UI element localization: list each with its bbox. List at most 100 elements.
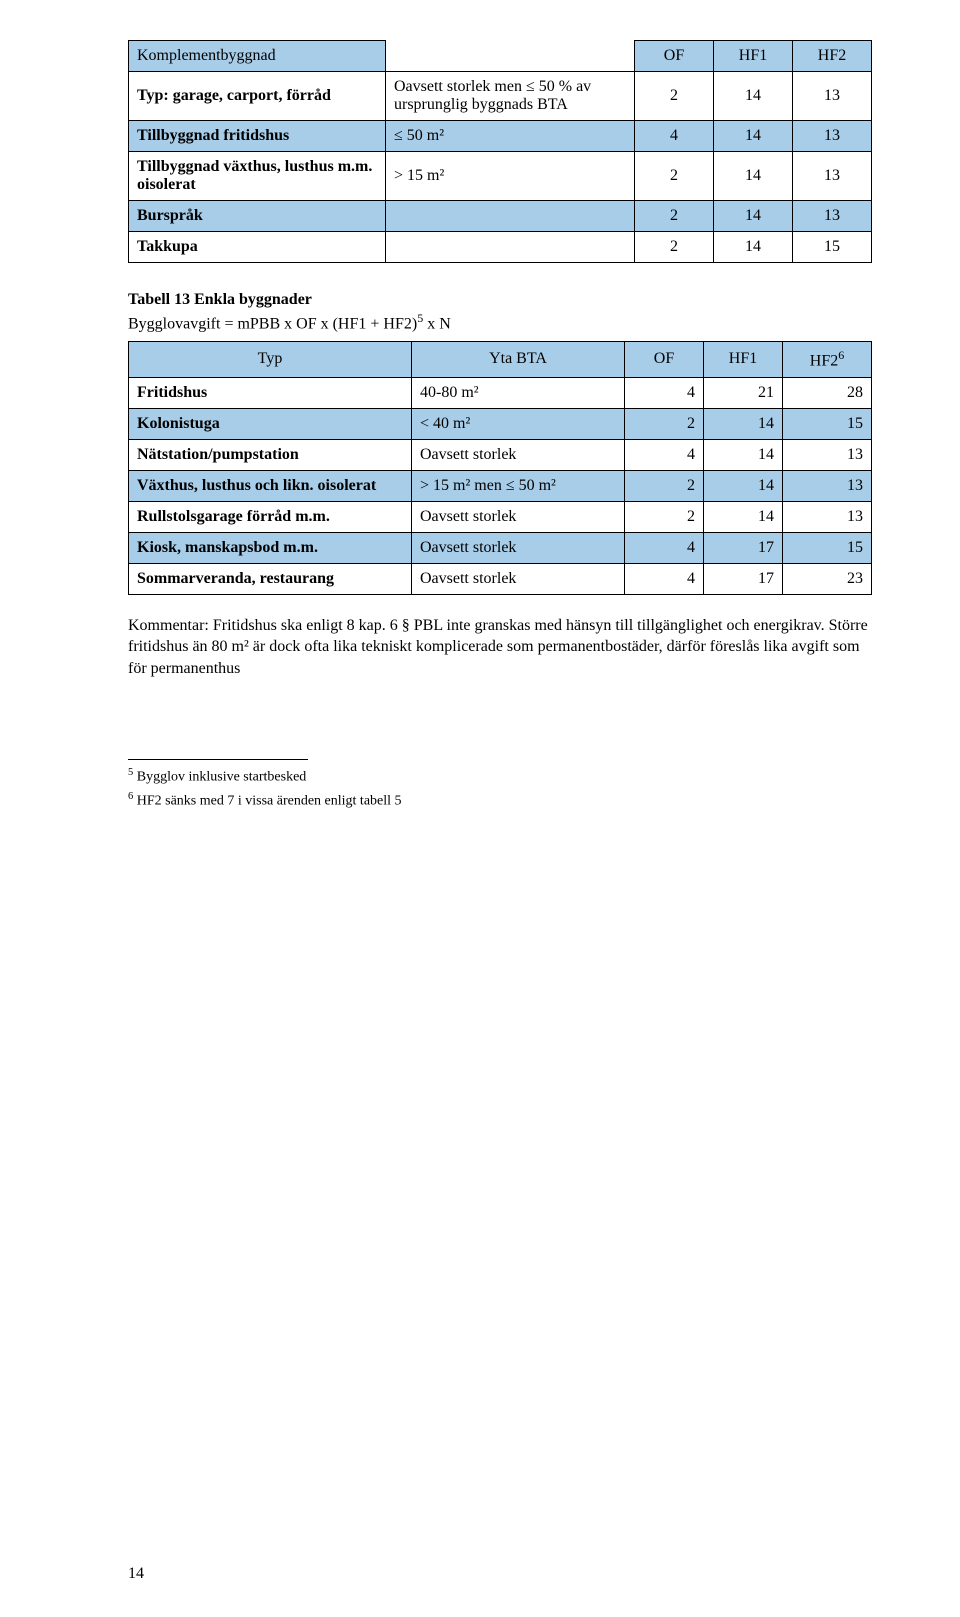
row-spec: 40-80 m²: [412, 377, 625, 408]
col-header: OF: [635, 41, 714, 72]
section-formula: Bygglovavgift = mPBB x OF x (HF1 + HF2)5…: [128, 311, 872, 333]
table-row: Fritidshus 40-80 m² 4 21 28: [129, 377, 872, 408]
row-hf1: 17: [704, 532, 783, 563]
col-header: HF1: [714, 41, 793, 72]
row-of: 2: [635, 201, 714, 232]
row-label: Kolonistuga: [129, 408, 412, 439]
row-spec: > 15 m² men ≤ 50 m²: [412, 470, 625, 501]
row-hf2: 28: [783, 377, 872, 408]
row-of: 2: [625, 501, 704, 532]
col-header: OF: [625, 342, 704, 377]
table-row: Rullstolsgarage förråd m.m. Oavsett stor…: [129, 501, 872, 532]
row-of: 4: [625, 563, 704, 594]
col-header: HF1: [704, 342, 783, 377]
row-hf1: 14: [704, 439, 783, 470]
footnote-rule: [128, 759, 308, 760]
row-hf2: 23: [783, 563, 872, 594]
row-label: Typ: garage, carport, förråd: [129, 72, 386, 121]
row-label: Rullstolsgarage förråd m.m.: [129, 501, 412, 532]
row-hf2: 13: [793, 121, 872, 152]
row-of: 2: [635, 152, 714, 201]
row-label: Tillbyggnad fritidshus: [129, 121, 386, 152]
footnote-text: HF2 sänks med 7 i vissa ärenden enligt t…: [133, 794, 401, 809]
enkla-byggnader-table: Typ Yta BTA OF HF1 HF26 Fritidshus 40-80…: [128, 341, 872, 594]
row-hf2: 13: [783, 501, 872, 532]
row-hf1: 14: [714, 152, 793, 201]
footnote-text: Bygglov inklusive startbesked: [133, 770, 306, 785]
row-hf2: 13: [783, 439, 872, 470]
col-header-text: HF2: [810, 353, 838, 370]
page-number: 14: [128, 1565, 144, 1583]
col-header: HF26: [783, 342, 872, 377]
row-hf2: 15: [783, 408, 872, 439]
row-hf2: 15: [783, 532, 872, 563]
row-hf1: 14: [704, 408, 783, 439]
col-header-sup: 6: [838, 348, 844, 362]
row-spec: [386, 232, 635, 263]
row-label: Kiosk, manskapsbod m.m.: [129, 532, 412, 563]
row-spec: Oavsett storlek: [412, 439, 625, 470]
table-row: Kolonistuga < 40 m² 2 14 15: [129, 408, 872, 439]
row-hf2: 15: [793, 232, 872, 263]
row-spec: Oavsett storlek men ≤ 50 % av ursprungli…: [386, 72, 635, 121]
row-label: Fritidshus: [129, 377, 412, 408]
table-row: Tillbyggnad fritidshus ≤ 50 m² 4 14 13: [129, 121, 872, 152]
col-header: HF2: [793, 41, 872, 72]
row-label: Burspråk: [129, 201, 386, 232]
row-of: 4: [625, 439, 704, 470]
formula-suffix: x N: [423, 315, 451, 332]
row-hf1: 17: [704, 563, 783, 594]
table-header-row: Komplementbyggnad OF HF1 HF2: [129, 41, 872, 72]
footnote-6: 6 HF2 sänks med 7 i vissa ärenden enligt…: [128, 790, 872, 811]
row-hf1: 14: [704, 470, 783, 501]
row-of: 2: [635, 232, 714, 263]
footnotes-block: 5 Bygglov inklusive startbesked 6 HF2 sä…: [128, 759, 872, 811]
row-of: 4: [635, 121, 714, 152]
table-row: Tillbyggnad växthus, lusthus m.m. oisole…: [129, 152, 872, 201]
row-hf2: 13: [793, 201, 872, 232]
table-row: Växthus, lusthus och likn. oisolerat > 1…: [129, 470, 872, 501]
table-row: Takkupa 2 14 15: [129, 232, 872, 263]
comment-paragraph: Kommentar: Fritidshus ska enligt 8 kap. …: [128, 615, 872, 680]
row-spec: Oavsett storlek: [412, 501, 625, 532]
row-of: 2: [625, 408, 704, 439]
row-spec: ≤ 50 m²: [386, 121, 635, 152]
row-of: 2: [625, 470, 704, 501]
formula-prefix: Bygglovavgift = mPBB x OF x (HF1 + HF2): [128, 315, 417, 332]
row-spec: > 15 m²: [386, 152, 635, 201]
table-row: Nätstation/pumpstation Oavsett storlek 4…: [129, 439, 872, 470]
row-spec: < 40 m²: [412, 408, 625, 439]
row-hf2: 13: [783, 470, 872, 501]
row-label: Växthus, lusthus och likn. oisolerat: [129, 470, 412, 501]
row-hf1: 14: [714, 121, 793, 152]
row-of: 4: [625, 377, 704, 408]
komplementbyggnad-table: Komplementbyggnad OF HF1 HF2 Typ: garage…: [128, 40, 872, 263]
footnote-5: 5 Bygglov inklusive startbesked: [128, 766, 872, 787]
table-header-row: Typ Yta BTA OF HF1 HF26: [129, 342, 872, 377]
row-of: 4: [625, 532, 704, 563]
col-header: Komplementbyggnad: [129, 41, 386, 72]
row-hf2: 13: [793, 72, 872, 121]
col-header: Typ: [129, 342, 412, 377]
table-row: Burspråk 2 14 13: [129, 201, 872, 232]
table-row: Typ: garage, carport, förråd Oavsett sto…: [129, 72, 872, 121]
row-label: Tillbyggnad växthus, lusthus m.m. oisole…: [129, 152, 386, 201]
row-hf1: 14: [704, 501, 783, 532]
row-label: Nätstation/pumpstation: [129, 439, 412, 470]
row-spec: Oavsett storlek: [412, 532, 625, 563]
row-of: 2: [635, 72, 714, 121]
row-label: Sommarveranda, restaurang: [129, 563, 412, 594]
table-row: Kiosk, manskapsbod m.m. Oavsett storlek …: [129, 532, 872, 563]
table-row: Sommarveranda, restaurang Oavsett storle…: [129, 563, 872, 594]
row-hf1: 14: [714, 201, 793, 232]
row-spec: [386, 201, 635, 232]
col-header: Yta BTA: [412, 342, 625, 377]
section-title: Tabell 13 Enkla byggnader: [128, 291, 872, 309]
row-hf2: 13: [793, 152, 872, 201]
row-hf1: 14: [714, 232, 793, 263]
row-spec: Oavsett storlek: [412, 563, 625, 594]
row-label: Takkupa: [129, 232, 386, 263]
row-hf1: 21: [704, 377, 783, 408]
row-hf1: 14: [714, 72, 793, 121]
spacer-cell: [386, 41, 635, 72]
